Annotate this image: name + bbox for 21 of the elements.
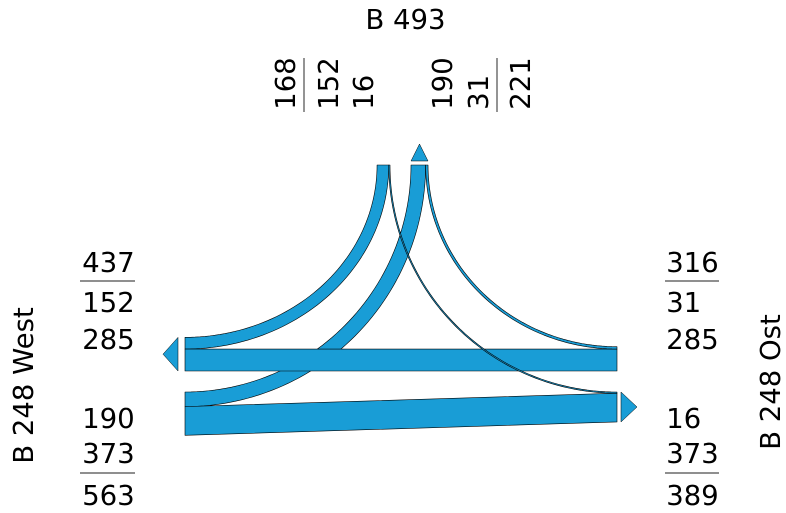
data-label: 373: [668, 442, 716, 464]
text: 373: [84, 442, 132, 464]
text: 316: [668, 252, 717, 272]
text: 285: [668, 328, 716, 350]
text: 152: [318, 60, 338, 107]
text: 168: [274, 59, 296, 107]
data-label: 285: [84, 328, 132, 350]
text: 437: [84, 252, 132, 272]
data-label: 152: [85, 292, 132, 312]
text: 190: [85, 408, 133, 428]
category-label: B 248 West: [12, 308, 34, 462]
data-label: 16: [669, 408, 700, 428]
category-label: B 493: [368, 8, 444, 30]
text: 221: [510, 60, 530, 108]
data-label: 190: [432, 59, 452, 107]
category-label: B 248 Ost: [760, 314, 780, 448]
text: 31: [668, 292, 699, 312]
text: 563: [84, 484, 132, 506]
text: 389: [668, 484, 717, 506]
text: 16: [352, 76, 374, 107]
data-label: 31: [468, 77, 488, 108]
